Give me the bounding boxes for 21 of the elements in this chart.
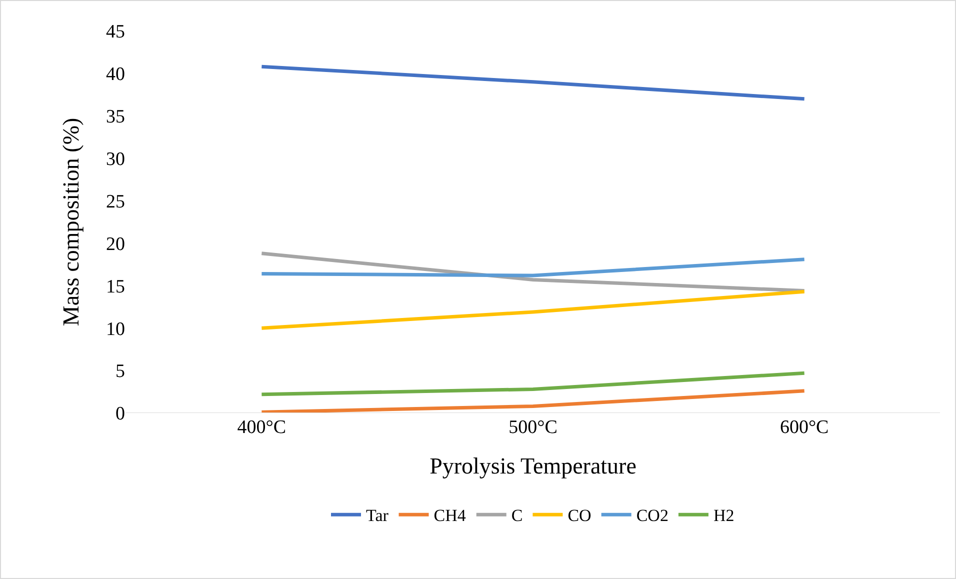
legend-label: CO2 bbox=[636, 506, 668, 526]
y-tick-label: 45 bbox=[106, 22, 125, 43]
legend-label: C bbox=[511, 506, 523, 526]
y-tick-label: 20 bbox=[106, 234, 125, 255]
x-tick-label: 600°C bbox=[780, 417, 829, 438]
y-tick-label: 40 bbox=[106, 64, 125, 86]
y-tick-label: 10 bbox=[106, 318, 125, 340]
y-axis-title: Mass composition (%) bbox=[58, 118, 84, 326]
legend-label: Tar bbox=[366, 506, 389, 526]
y-tick-label: 15 bbox=[106, 276, 125, 298]
y-tick-label: 30 bbox=[106, 148, 125, 170]
x-tick-label: 400°C bbox=[237, 417, 286, 438]
y-tick-label: 5 bbox=[116, 361, 125, 382]
x-tick-label: 500°C bbox=[508, 417, 558, 438]
legend-label: CH4 bbox=[434, 506, 466, 526]
y-tick-label: 35 bbox=[106, 106, 125, 128]
legend-label: CO bbox=[568, 506, 592, 526]
x-axis-title: Pyrolysis Temperature bbox=[430, 454, 636, 479]
legend-label: H2 bbox=[713, 506, 734, 526]
y-tick-label: 25 bbox=[106, 191, 125, 212]
y-tick-label: 0 bbox=[116, 404, 125, 425]
